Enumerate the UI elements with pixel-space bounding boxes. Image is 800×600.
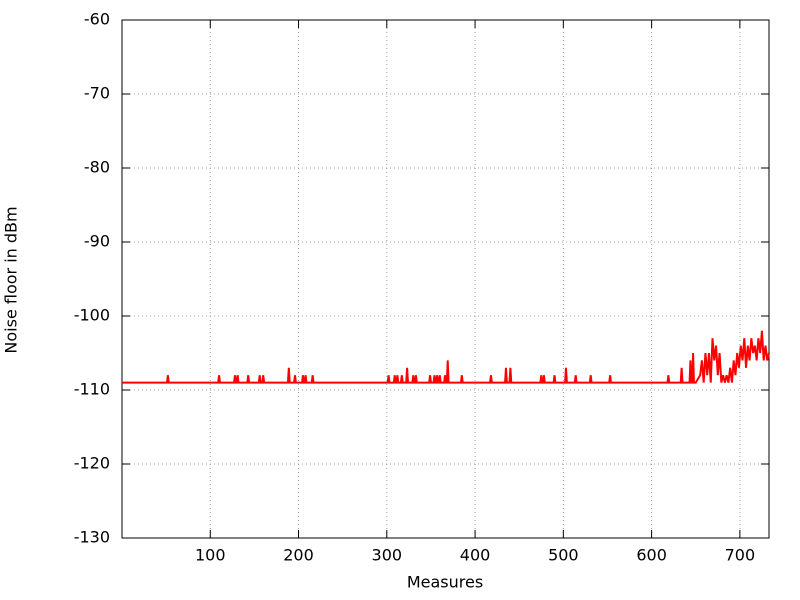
x-tick-label: 600 [636,546,667,565]
x-tick-label: 700 [725,546,756,565]
y-tick-label: -60 [84,10,110,29]
x-tick-label: 200 [283,546,314,565]
x-tick-label: 100 [195,546,226,565]
y-tick-label: -100 [74,306,110,325]
x-tick-label: 400 [460,546,491,565]
y-tick-label: -110 [74,380,110,399]
y-tick-label: -130 [74,528,110,547]
plot-frame [121,19,770,539]
x-tick-label: 300 [372,546,403,565]
y-tick-label: -90 [84,232,110,251]
y-tick-label: -70 [84,84,110,103]
x-axis-label: Measures [407,573,483,592]
y-tick-label: -80 [84,158,110,177]
y-axis-label: Noise floor in dBm [2,206,21,353]
x-tick-label: 500 [548,546,579,565]
y-tick-label: -120 [74,454,110,473]
data-line [122,330,770,384]
